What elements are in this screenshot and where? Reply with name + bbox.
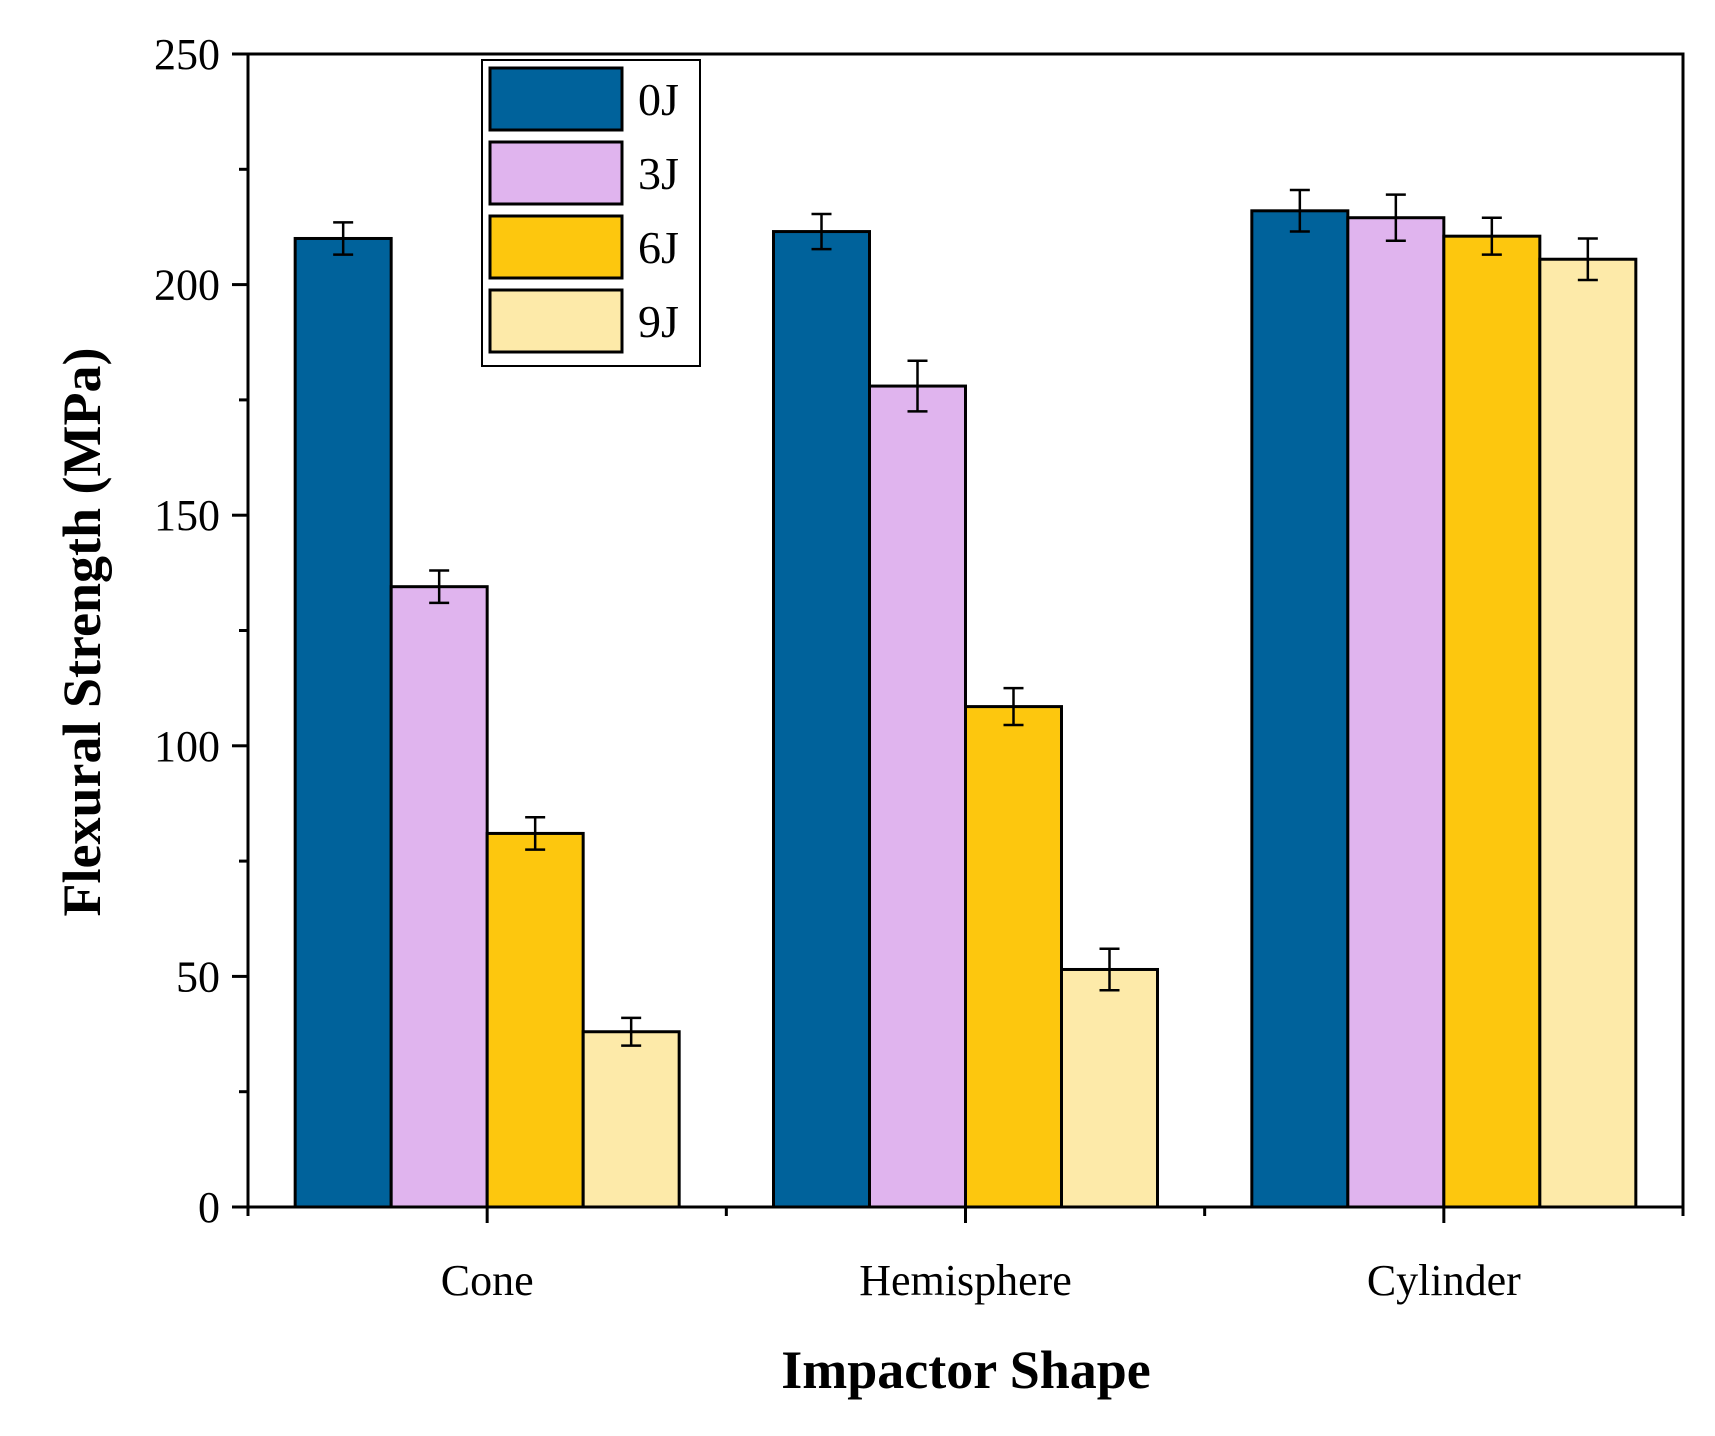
bar-6j-hemisphere [964,705,1063,1209]
legend-label-0j: 0J [638,74,679,125]
legend-label-3j: 3J [638,148,679,199]
bar-9j-cone [581,1030,681,1209]
x-tick-label: Hemisphere [859,1256,1072,1305]
y-tick-label: 0 [198,1183,220,1232]
x-axis-title: Impactor Shape [781,1340,1151,1400]
legend-label-9j: 9J [638,296,679,347]
bar-6j-cone [485,831,585,1209]
legend: 0J 3J 6J 9J [481,59,701,367]
legend-swatch-0j [488,66,624,132]
legend-swatch-3j [488,140,624,206]
y-tick-label: 50 [176,952,220,1001]
error-bar-0j-cone [333,221,354,256]
ticks-layer: 0 50 100 150 200 250 Cone Hemisphere Cylinder [154,30,1685,1305]
error-bar-3j-hemisphere [907,359,928,413]
bar-0j-cone [293,236,393,1209]
bar-3j-cone [389,585,489,1209]
y-tick-label: 100 [154,722,220,771]
error-bar-0j-cylinder [1289,188,1310,233]
y-tick-label: 200 [154,261,220,310]
legend-swatch-9j [488,288,624,354]
error-bar-6j-cone [525,816,546,851]
legend-label-6j: 6J [638,222,679,273]
legend-swatch-6j [488,214,624,280]
y-tick-label: 150 [154,491,220,540]
error-bar-3j-cone [429,569,450,605]
bar-3j-hemisphere [868,384,967,1209]
bar-0j-cylinder [1250,209,1350,1209]
error-bar-6j-hemisphere [1003,686,1024,727]
error-bar-0j-hemisphere [811,212,832,251]
bar-3j-cylinder [1346,216,1446,1209]
error-bar-6j-cylinder [1481,216,1502,256]
bar-9j-hemisphere [1060,967,1159,1209]
error-bar-3j-cylinder [1385,193,1406,243]
error-bar-9j-hemisphere [1099,947,1120,992]
x-tick-label: Cylinder [1367,1256,1521,1305]
error-bar-9j-cone [621,1016,642,1047]
error-bars-layer [333,188,1598,1047]
bars-layer [293,209,1638,1209]
error-bar-9j-cylinder [1577,237,1598,282]
y-axis-title: Flexural Strength (MPa) [52,348,112,917]
bar-9j-cylinder [1538,257,1638,1209]
bar-0j-hemisphere [772,230,871,1209]
x-tick-label: Cone [441,1256,534,1305]
bar-6j-cylinder [1442,234,1542,1209]
y-tick-label: 250 [154,30,220,79]
